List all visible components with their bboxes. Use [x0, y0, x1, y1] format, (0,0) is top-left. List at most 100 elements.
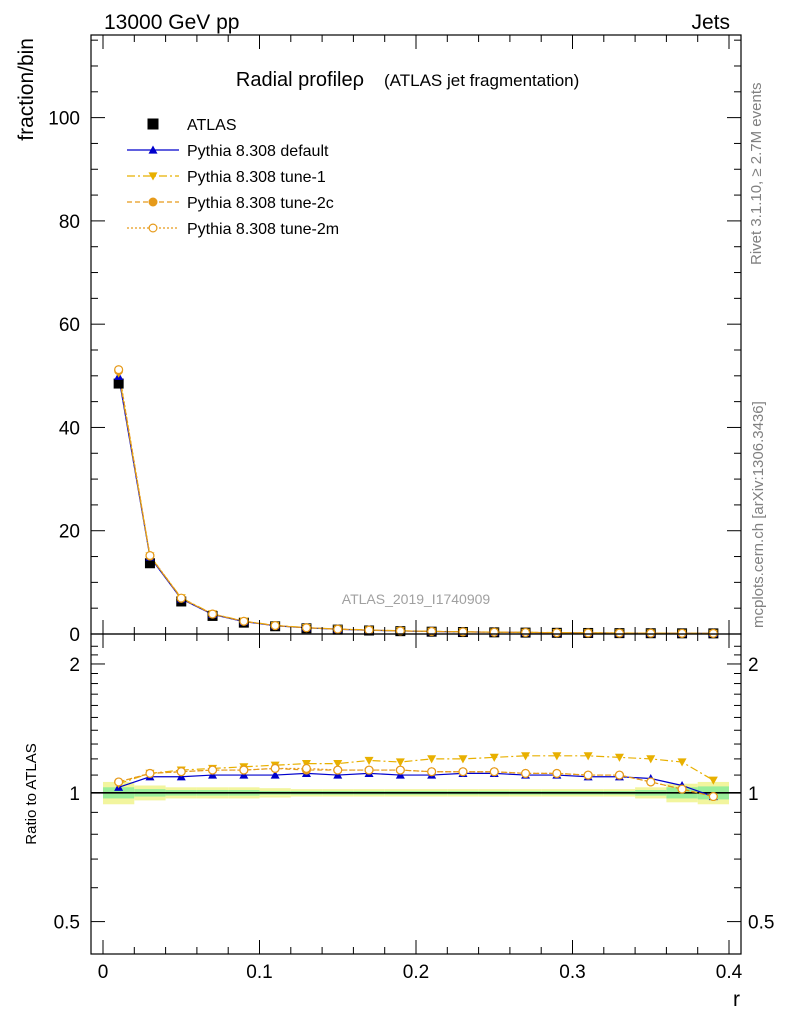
x-tick-label: 0: [98, 962, 109, 983]
model-point: [395, 626, 405, 636]
model-point: [583, 628, 593, 638]
model-point: [301, 623, 311, 633]
model-point: [427, 626, 437, 636]
ratio-series-line: [118, 772, 714, 798]
ratio-point: [395, 765, 405, 775]
ratio-point: [270, 763, 280, 773]
legend-marker: [148, 197, 158, 207]
x-tick-label: 0.1: [246, 962, 272, 983]
ratio-point: [489, 767, 499, 777]
main-subtitle: (ATLAS jet fragmentation): [384, 71, 579, 90]
ratio-point: [208, 765, 218, 775]
ratio-point: [333, 760, 343, 769]
x-tick-label: 0.2: [403, 962, 429, 983]
ratio-point: [458, 767, 468, 777]
ratio-point: [239, 765, 249, 775]
ratio-point: [458, 755, 468, 764]
ratio-point: [176, 772, 186, 781]
model-point: [521, 627, 531, 637]
x-tick-label: 0.4: [716, 962, 743, 983]
model-point: [208, 609, 218, 619]
model-point: [364, 625, 374, 635]
model-point: [176, 593, 186, 603]
ratio-point: [583, 752, 593, 761]
main-watermark: ATLAS_2019_I1740909: [342, 591, 491, 607]
y-tick-label: 40: [59, 418, 80, 439]
y-tick-label: 60: [59, 315, 80, 336]
ratio-series-line: [118, 767, 714, 798]
model-point: [646, 628, 656, 638]
ratio-point: [301, 763, 311, 773]
atlas-data-point: [113, 378, 124, 389]
model-point: [239, 616, 249, 626]
x-axis-label: r: [733, 988, 740, 1011]
ratio-series-line: [118, 755, 714, 785]
x-tick-label: 0.3: [559, 962, 585, 983]
ratio-point: [208, 770, 218, 779]
model-point: [145, 551, 155, 561]
legend-entry-label: Pythia 8.308 tune-2m: [187, 221, 339, 238]
model-point: [677, 628, 687, 638]
ratio-point: [708, 792, 718, 802]
model-point: [489, 627, 499, 637]
ratio-point: [521, 752, 531, 761]
model-point: [270, 621, 280, 631]
y-tick-label: 100: [48, 109, 80, 130]
ratio-point: [677, 758, 687, 767]
y-tick-label: 80: [59, 212, 80, 233]
legend-marker: [148, 172, 158, 181]
legend-entry-label: Pythia 8.308 default: [187, 143, 329, 160]
ratio-point: [364, 756, 374, 765]
ratio-point: [427, 755, 437, 764]
ratio-point: [614, 770, 624, 780]
ratio-point: [521, 768, 531, 778]
legend: ATLAS Pythia 8.308 default Pythia 8.308 tu…: [127, 117, 339, 238]
ratio-point: [583, 770, 593, 780]
ratio-y-tick-label: 0.5: [54, 913, 80, 934]
ratio-point: [646, 755, 656, 764]
legend-entry-label: Pythia 8.308 tune-1: [187, 169, 326, 186]
atlas-data-point: [144, 558, 155, 569]
y-axis-label: fraction/bin: [15, 38, 38, 141]
process-label: Jets: [691, 11, 730, 34]
ratio-y-tick-label-right: 0.5: [748, 913, 774, 934]
ratio-point: [614, 753, 624, 762]
model-point: [708, 628, 718, 638]
rivet-label: Rivet 3.1.10, ≥ 2.7M events: [748, 83, 765, 266]
ratio-point: [489, 753, 499, 762]
legend-entry-label: Pythia 8.308 tune-2c: [187, 195, 334, 212]
ratio-point: [646, 777, 656, 787]
ratio-y-tick-label: 1: [69, 784, 80, 805]
model-point: [552, 628, 562, 638]
ratio-y-tick-label-right: 2: [748, 655, 759, 676]
legend-marker: [147, 118, 159, 130]
ratio-point: [552, 752, 562, 761]
ratio-y-label: Ratio to ATLAS: [23, 743, 40, 844]
ratio-point: [708, 776, 718, 785]
main-axis-ticks: 0 20 40 60 80 100: [48, 35, 741, 646]
main-panel: 0 20 40 60 80 100 Radial profileρ (ATLAS jet …: [15, 34, 742, 646]
ratio-panel: 0.5 0.5 1 1 2 2 0 0.1 0.2 0.3 0.4 Ratio to ATLAS r: [23, 633, 774, 1011]
ratio-point: [114, 777, 124, 787]
model-point: [114, 365, 124, 375]
y-tick-label: 0: [69, 625, 80, 646]
ratio-point: [364, 765, 374, 775]
ratio-point: [395, 770, 405, 779]
ratio-point: [239, 770, 249, 779]
legend-marker: [148, 145, 158, 154]
ratio-point: [677, 784, 687, 794]
ratio-y-tick-label-right: 1: [748, 784, 759, 805]
legend-entry-label: ATLAS: [187, 117, 237, 134]
ratio-axis-ticks: 0.5 0.5 1 1 2 2 0 0.1 0.2 0.3 0.4: [54, 634, 774, 983]
ratio-point: [427, 767, 437, 777]
ratio-point: [176, 767, 186, 777]
ratio-point: [552, 768, 562, 778]
source-label: mcplots.cern.ch [arXiv:1306.3436]: [750, 401, 767, 628]
ratio-point: [395, 758, 405, 767]
model-point: [333, 624, 343, 634]
ratio-plot-marks: [91, 752, 741, 805]
model-point: [614, 628, 624, 638]
energy-label: 13000 GeV pp: [104, 11, 239, 34]
ratio-point: [333, 765, 343, 775]
